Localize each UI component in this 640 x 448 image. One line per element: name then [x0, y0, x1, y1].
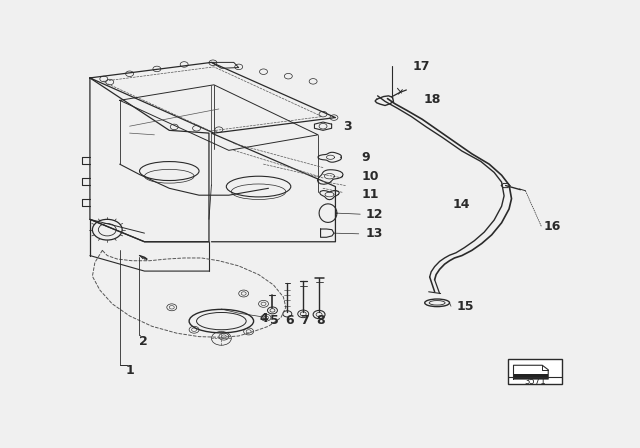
Text: 9: 9 — [362, 151, 371, 164]
Text: 6: 6 — [285, 314, 294, 327]
Text: 3571: 3571 — [524, 377, 545, 386]
Text: 1: 1 — [125, 364, 134, 377]
Text: 12: 12 — [365, 208, 383, 221]
Text: 17: 17 — [412, 60, 430, 73]
Text: 8: 8 — [316, 314, 324, 327]
Text: 15: 15 — [457, 300, 474, 313]
Text: 3: 3 — [343, 120, 351, 133]
Bar — [508, 359, 562, 384]
Text: 11: 11 — [362, 188, 380, 201]
Text: 5: 5 — [270, 314, 278, 327]
Text: 7: 7 — [300, 314, 309, 327]
Text: 2: 2 — [138, 335, 147, 348]
Text: 16: 16 — [544, 220, 561, 233]
Bar — [513, 374, 548, 379]
Text: 4: 4 — [260, 312, 268, 325]
Text: 18: 18 — [423, 93, 440, 106]
Text: 13: 13 — [365, 227, 383, 240]
Text: 10: 10 — [362, 170, 380, 183]
Text: 14: 14 — [453, 198, 470, 211]
